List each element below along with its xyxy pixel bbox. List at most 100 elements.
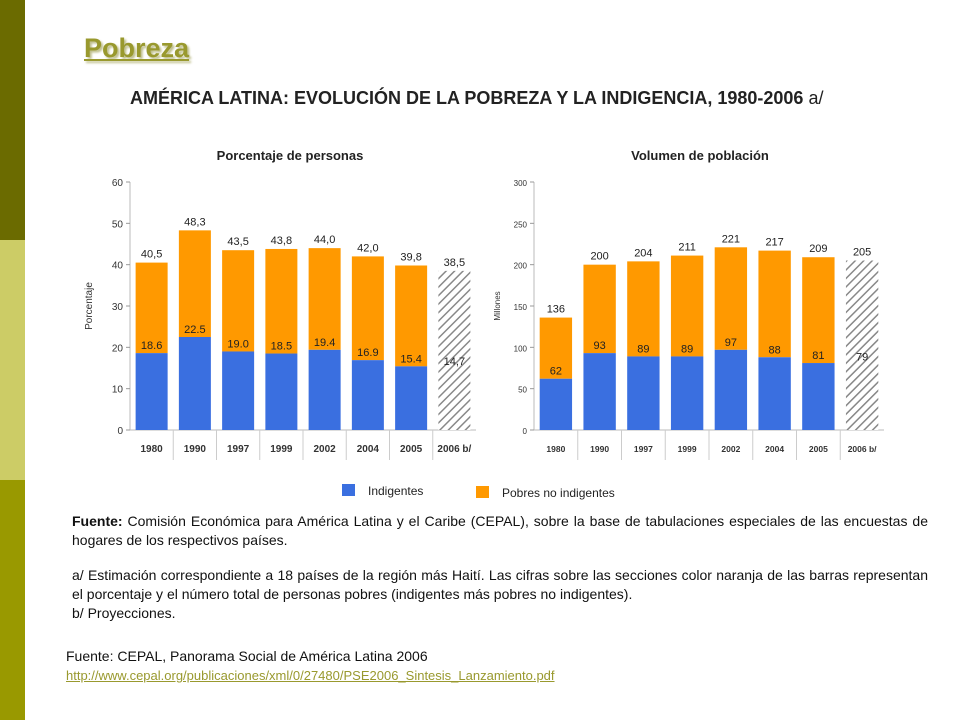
chart2-x-category-label: 2002 <box>721 444 740 454</box>
chart2-ytick-label: 50 <box>518 386 527 395</box>
chart2-indigentes-label: 62 <box>550 366 562 378</box>
sidebar-segment-middle <box>0 240 25 480</box>
figure-source-label: Fuente: <box>72 513 123 529</box>
chart1-total-label: 39,8 <box>400 251 421 263</box>
sidebar-stripe <box>0 0 25 720</box>
chart1-x-category-label: 2004 <box>357 444 380 455</box>
sidebar-segment-bottom <box>0 480 25 720</box>
chart1-bar-pobres <box>351 256 384 361</box>
chart2-ytick-label: 200 <box>514 262 528 271</box>
chart2-title: Volumen de población <box>631 148 769 163</box>
chart1-x-category-label: 2006 b/ <box>437 444 471 455</box>
charts-canvas: Porcentaje de personas 0 10 20 30 40 50 60 Porce… <box>84 148 884 500</box>
chart2-x-category-label: 2005 <box>809 444 828 454</box>
chart2-y-axis-label: Millones <box>493 291 502 320</box>
chart2-indigentes-label: 89 <box>681 343 693 355</box>
chart1-x-category-label: 1980 <box>141 444 164 455</box>
slide-title-link[interactable]: Pobreza <box>84 33 190 63</box>
chart1-indigentes-label: 14,7 <box>444 356 465 368</box>
figure-source: Fuente: Comisión Económica para América … <box>72 512 928 550</box>
chart2-ytick-label: 0 <box>523 427 528 436</box>
chart2-bar-indigentes <box>758 357 791 430</box>
chart2-indigentes-label: 97 <box>725 337 737 349</box>
chart2-ytick-label: 100 <box>514 344 528 353</box>
chart1-bar-indigentes <box>135 353 168 430</box>
source-link[interactable]: http://www.cepal.org/publicaciones/xml/0… <box>66 668 555 683</box>
chart1-ytick-label: 30 <box>112 302 124 313</box>
chart2-bar-indigentes <box>627 356 660 430</box>
chart2-total-label: 136 <box>547 304 565 316</box>
chart1-bar-projection <box>438 270 471 430</box>
chart2-bar-pobres <box>583 264 616 354</box>
chart1-total-label: 38,5 <box>444 257 465 269</box>
chart2-indigentes-label: 88 <box>769 344 781 356</box>
chart1-bar-pobres <box>395 265 428 367</box>
chart2-bar-projection <box>845 260 879 430</box>
chart1-bar-indigentes <box>222 351 255 430</box>
chart2-ytick-label: 300 <box>514 179 528 188</box>
legend-swatch-indigentes <box>342 484 355 496</box>
chart2-bar-pobres <box>758 250 791 358</box>
chart2-indigentes-label: 81 <box>812 350 824 362</box>
chart2-x-category-label: 1990 <box>590 444 609 454</box>
chart1-y-axis-label: Porcentaje <box>84 282 95 330</box>
chart2-total-label: 217 <box>765 237 783 249</box>
figure-title-note: a/ <box>808 88 824 108</box>
chart1-total-label: 43,8 <box>271 235 292 247</box>
chart1-bar-pobres <box>222 250 255 352</box>
chart1-bar-indigentes <box>178 337 211 430</box>
chart2-indigentes-label: 79 <box>856 352 868 364</box>
chart2-x-category-label: 2004 <box>765 444 784 454</box>
chart1-ytick-label: 0 <box>117 426 123 437</box>
chart2-bar-pobres <box>714 247 748 350</box>
chart1-x-category-label: 1990 <box>184 444 207 455</box>
chart2-x-category-label: 1980 <box>546 444 565 454</box>
legend-label-indigentes: Indigentes <box>368 484 423 498</box>
chart1-bar-indigentes <box>351 360 384 430</box>
chart1-indigentes-label: 18.5 <box>271 341 292 353</box>
chart1-bar-pobres <box>178 230 211 337</box>
chart2-total-label: 221 <box>722 233 740 245</box>
legend-label-pobres: Pobres no indigentes <box>502 486 615 500</box>
figure-title: AMÉRICA LATINA: EVOLUCIÓN DE LA POBREZA … <box>130 88 910 109</box>
chart1-ytick-label: 20 <box>112 343 124 354</box>
chart2-ytick-label: 250 <box>514 220 528 229</box>
chart2-total-label: 204 <box>634 247 652 259</box>
chart2-bar-pobres <box>539 317 573 379</box>
source-label: Fuente: CEPAL, Panorama Social de Améric… <box>66 648 428 664</box>
chart1-title: Porcentaje de personas <box>217 148 364 163</box>
chart1-ytick-label: 60 <box>112 178 124 189</box>
chart1-total-label: 44,0 <box>314 234 335 246</box>
chart1-total-label: 48,3 <box>184 216 205 228</box>
chart1-ytick-label: 10 <box>112 385 124 396</box>
chart1-x-category-label: 1997 <box>227 444 250 455</box>
chart1-indigentes-label: 15.4 <box>400 353 421 365</box>
chart1-bar-pobres <box>135 262 168 354</box>
sidebar-segment-top <box>0 0 25 240</box>
chart2-bar-indigentes <box>539 378 573 430</box>
figure-note-a: a/ Estimación correspondiente a 18 paíse… <box>72 567 928 602</box>
chart1-ytick-label: 40 <box>112 261 124 272</box>
chart2-bar-indigentes <box>583 353 616 430</box>
chart2-bar-indigentes <box>714 349 748 430</box>
chart1-total-label: 42,0 <box>357 242 378 254</box>
chart1-bar-pobres <box>265 248 298 354</box>
chart1-indigentes-label: 18.6 <box>141 340 162 352</box>
chart1-indigentes-label: 19.0 <box>227 338 248 350</box>
chart1-indigentes-label: 19.4 <box>314 337 335 349</box>
chart1-ytick-label: 50 <box>112 219 124 230</box>
chart2-ytick-label: 150 <box>514 303 528 312</box>
chart1-bar-indigentes <box>308 349 341 430</box>
figure-title-text: AMÉRICA LATINA: EVOLUCIÓN DE LA POBREZA … <box>130 88 804 108</box>
figure-note-b: b/ Proyecciones. <box>72 605 176 621</box>
chart2-x-category-label: 1999 <box>678 444 697 454</box>
chart1-x-category-label: 2002 <box>314 444 337 455</box>
chart1-indigentes-label: 22.5 <box>184 324 205 336</box>
chart2-bar-indigentes <box>802 363 835 430</box>
figure-notes: a/ Estimación correspondiente a 18 paíse… <box>72 566 928 623</box>
legend-swatch-pobres <box>476 486 489 498</box>
chart2-indigentes-label: 93 <box>594 340 606 352</box>
chart2-total-label: 200 <box>590 251 608 263</box>
chart1-bar-indigentes <box>265 353 298 430</box>
chart1-total-label: 40,5 <box>141 249 162 261</box>
